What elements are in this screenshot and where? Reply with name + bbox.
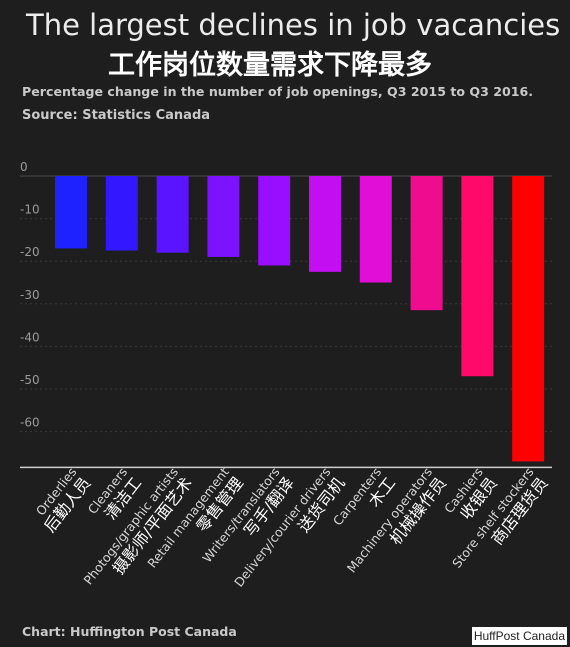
chart-credit: Chart: Huffington Post Canada bbox=[22, 624, 237, 639]
y-tick-label: -50 bbox=[20, 373, 40, 387]
y-axis-ticks: 0 -10 -20 -30 -40 -50 -60 bbox=[20, 160, 40, 430]
bar bbox=[410, 176, 443, 311]
bar bbox=[512, 176, 545, 462]
bar bbox=[258, 176, 291, 266]
y-tick-label: -10 bbox=[20, 203, 40, 217]
watermark: HuffPost Canada bbox=[471, 627, 567, 645]
y-tick-label: -60 bbox=[20, 416, 40, 430]
bar bbox=[156, 176, 189, 253]
bar bbox=[55, 176, 87, 249]
bar bbox=[105, 176, 138, 251]
y-tick-label: -30 bbox=[20, 288, 40, 302]
bar bbox=[309, 176, 341, 272]
bar bbox=[207, 176, 240, 257]
y-tick-label: -40 bbox=[20, 330, 40, 344]
bar bbox=[359, 176, 392, 283]
chart-subtitle: Percentage change in the number of job o… bbox=[22, 84, 534, 99]
data-source-note: Source: Statistics Canada bbox=[22, 108, 211, 123]
bar bbox=[461, 176, 494, 377]
chart-title-chinese: 工作岗位数量需求下降最多 bbox=[108, 50, 432, 81]
y-tick-label: 0 bbox=[20, 160, 28, 174]
bars bbox=[55, 176, 545, 462]
chart-title-english: The largest declines in job vacancies bbox=[26, 8, 561, 42]
y-tick-label: -20 bbox=[20, 245, 40, 259]
category-labels: Orderlies后勤人员Cleaners清洁工Photogs/graphic … bbox=[33, 464, 552, 589]
